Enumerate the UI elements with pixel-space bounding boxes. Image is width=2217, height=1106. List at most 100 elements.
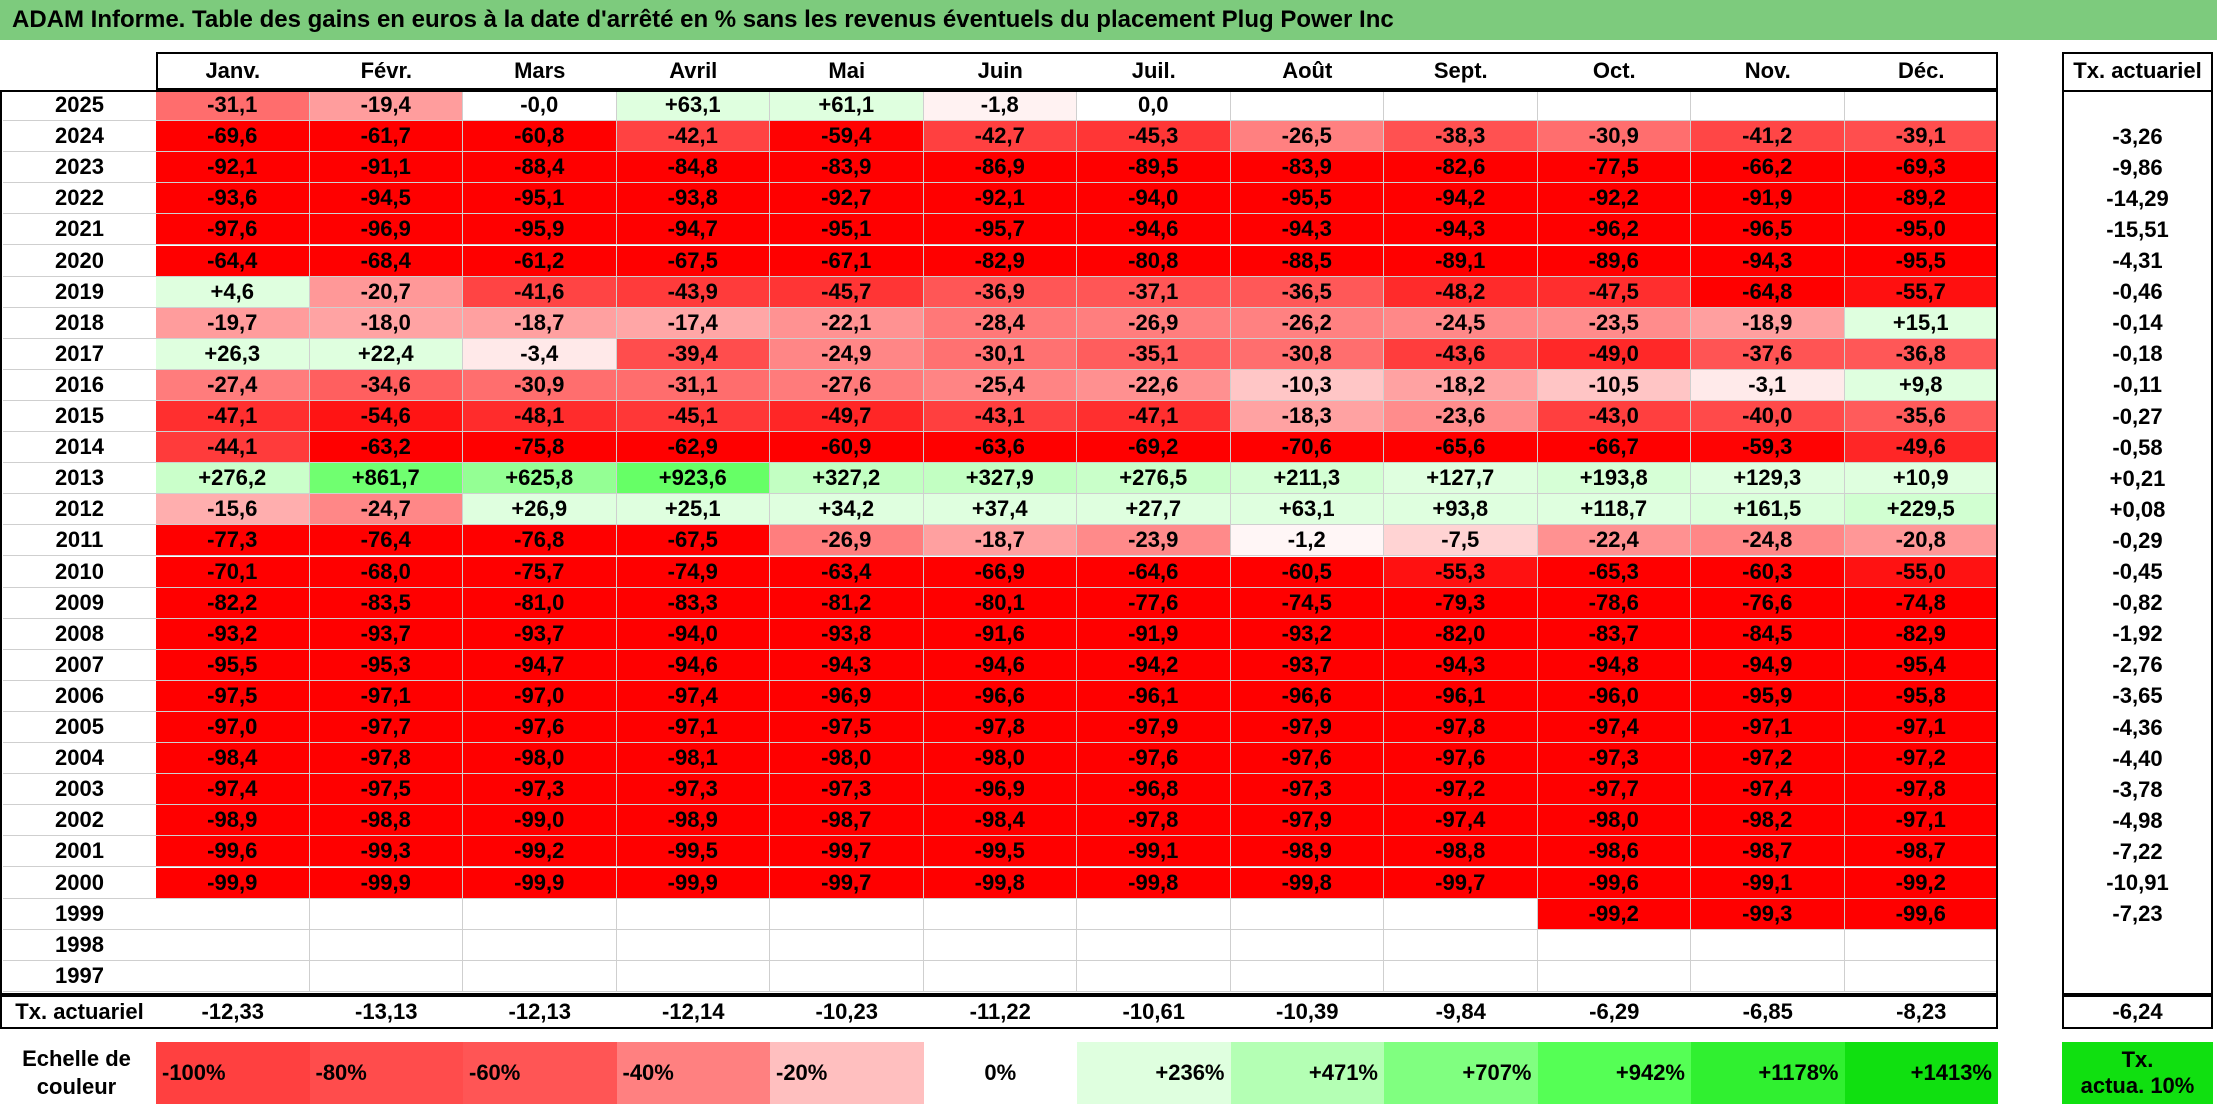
gain-cell: +37,4 xyxy=(923,494,1077,526)
gain-cell: -97,4 xyxy=(1691,774,1845,806)
legend-swatch: -60% xyxy=(463,1042,617,1104)
gain-cell: +211,3 xyxy=(1230,463,1384,495)
gain-cell: -97,3 xyxy=(463,774,617,806)
gain-cell: -1,8 xyxy=(923,90,1077,122)
gain-cell: -99,7 xyxy=(770,836,924,868)
gain-cell: -20,8 xyxy=(1844,525,1998,557)
gain-cell xyxy=(1691,960,1845,992)
gain-cell: -97,1 xyxy=(616,712,770,744)
gain-cell: -98,7 xyxy=(1844,836,1998,868)
gain-cell: -26,9 xyxy=(770,525,924,557)
gain-cell: +118,7 xyxy=(1537,494,1691,526)
year-label: 2022 xyxy=(3,183,156,215)
gain-cell: -96,8 xyxy=(1077,774,1231,806)
gain-cell: -97,3 xyxy=(1230,774,1384,806)
gain-cell xyxy=(463,898,617,930)
annual-rate-value: -0,46 xyxy=(2112,279,2163,305)
gain-cell: +22,4 xyxy=(309,338,463,370)
gain-cell: -48,2 xyxy=(1384,276,1538,308)
footer-rate-value: -12,14 xyxy=(662,999,725,1024)
year-label: 2019 xyxy=(3,277,156,308)
gain-cell: -83,3 xyxy=(616,587,770,619)
year-label: 2005 xyxy=(3,712,156,744)
annual-rate-value: -0,82 xyxy=(2112,590,2163,616)
gain-cell: -39,1 xyxy=(1844,121,1998,153)
year-label: 2021 xyxy=(3,214,156,246)
gain-cell: -18,9 xyxy=(1691,307,1845,339)
gain-cell: -82,9 xyxy=(1844,618,1998,650)
gain-cell: -77,6 xyxy=(1077,587,1231,619)
gain-cell: -10,3 xyxy=(1230,369,1384,401)
gain-cell: -92,7 xyxy=(770,183,924,215)
annual-rate-value: -14,29 xyxy=(2106,185,2169,211)
gain-cell: -93,8 xyxy=(616,183,770,215)
annual-rate-value: -3,26 xyxy=(2112,123,2163,149)
gain-cell: -41,6 xyxy=(463,276,617,308)
gain-cell: -89,2 xyxy=(1844,183,1998,215)
year-label: 2017 xyxy=(3,339,156,370)
gain-cell: -27,4 xyxy=(156,369,310,401)
gain-cell: -99,0 xyxy=(463,805,617,837)
gain-cell xyxy=(1537,90,1691,122)
annual-rate-value: -4,98 xyxy=(2112,807,2163,833)
gain-cell xyxy=(1844,960,1998,992)
gain-cell: -97,8 xyxy=(1077,805,1231,837)
gain-cell: -60,5 xyxy=(1230,556,1384,588)
gain-cell xyxy=(463,960,617,992)
footer-annual-rate: -6,24 xyxy=(2112,999,2163,1024)
gain-cell: +15,1 xyxy=(1844,307,1998,339)
gain-cell: -97,9 xyxy=(1230,805,1384,837)
gain-cell: -93,7 xyxy=(309,618,463,650)
gain-cell: -93,2 xyxy=(156,618,310,650)
footer-rate-value: -6,85 xyxy=(1742,999,1793,1024)
gain-cell: +923,6 xyxy=(616,463,770,495)
gain-cell: -98,1 xyxy=(616,743,770,775)
month-header-3: Mars xyxy=(514,58,566,83)
footer-rate-value: -10,23 xyxy=(815,999,878,1024)
gain-cell: -97,5 xyxy=(309,774,463,806)
year-label: 1997 xyxy=(3,961,156,992)
legend-swatch: -40% xyxy=(616,1042,770,1104)
year-label: 2009 xyxy=(3,588,156,619)
gain-cell xyxy=(1230,929,1384,961)
gain-cell xyxy=(1230,90,1384,122)
gain-cell: -93,8 xyxy=(770,618,924,650)
gain-cell: -98,7 xyxy=(770,805,924,837)
gain-cell: -24,9 xyxy=(770,338,924,370)
gain-cell: -97,3 xyxy=(616,774,770,806)
gain-cell: -49,7 xyxy=(770,401,924,433)
gain-cell: -97,2 xyxy=(1691,743,1845,775)
gain-cell: -81,0 xyxy=(463,587,617,619)
legend-annual-swatch: Tx. actua. 10% xyxy=(2062,1042,2213,1104)
gain-cell: -91,9 xyxy=(1077,618,1231,650)
gain-cell: -27,6 xyxy=(770,369,924,401)
gain-cell: -44,1 xyxy=(156,432,310,464)
gain-cell: -80,1 xyxy=(923,587,1077,619)
gain-cell: +161,5 xyxy=(1691,494,1845,526)
legend-swatch: 0% xyxy=(923,1042,1077,1104)
gain-cell: -83,5 xyxy=(309,587,463,619)
gain-cell: -93,7 xyxy=(463,618,617,650)
gain-cell: -98,0 xyxy=(923,743,1077,775)
gain-cell: -99,1 xyxy=(1691,867,1845,899)
gain-cell: -97,4 xyxy=(1384,805,1538,837)
gain-cell: -22,6 xyxy=(1077,369,1231,401)
gain-cell: -99,9 xyxy=(309,867,463,899)
annual-rate-header: Tx. actuariel xyxy=(2073,58,2202,83)
gain-cell: -38,3 xyxy=(1384,121,1538,153)
gain-cell: -97,6 xyxy=(1077,743,1231,775)
gain-cell: -97,1 xyxy=(1691,712,1845,744)
gain-cell: -98,0 xyxy=(770,743,924,775)
year-label: 2018 xyxy=(3,308,156,339)
gain-cell: -98,4 xyxy=(156,743,310,775)
gain-cell: -76,8 xyxy=(463,525,617,557)
gain-cell: -96,1 xyxy=(1384,680,1538,712)
gain-cell: -30,9 xyxy=(1537,121,1691,153)
gain-cell: -47,5 xyxy=(1537,276,1691,308)
month-header-4: Avril xyxy=(669,58,718,83)
gain-cell: -69,3 xyxy=(1844,152,1998,184)
gain-cell: -18,3 xyxy=(1230,401,1384,433)
gain-cell: -97,1 xyxy=(1844,805,1998,837)
gain-cell: -55,3 xyxy=(1384,556,1538,588)
annual-rate-value: -0,14 xyxy=(2112,310,2163,336)
